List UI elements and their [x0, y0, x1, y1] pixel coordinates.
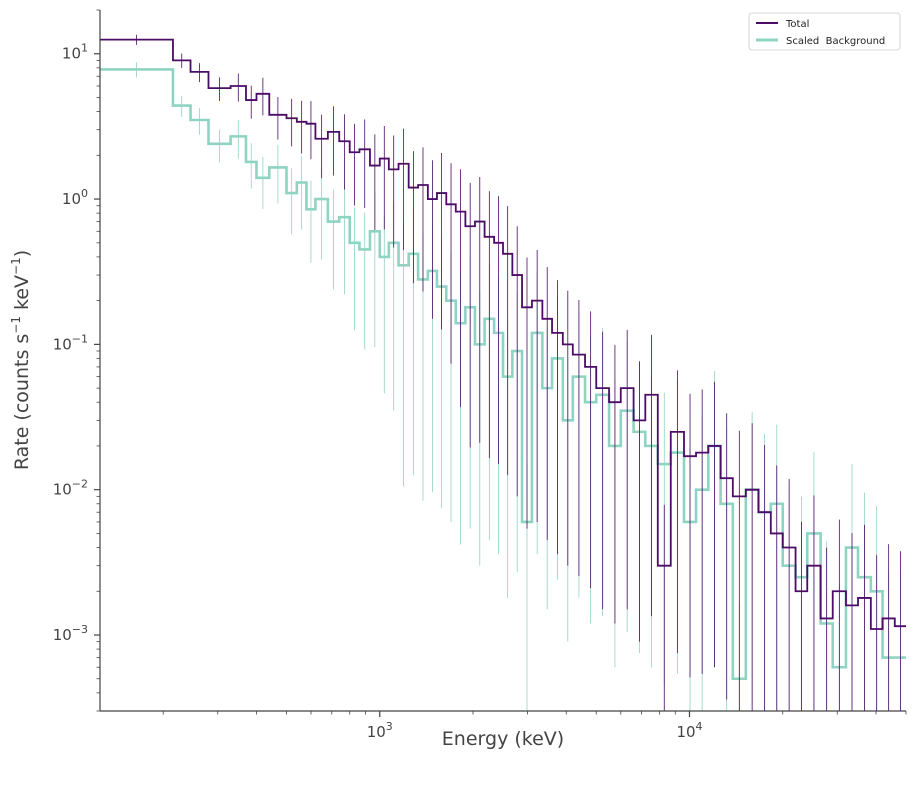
series-step-line [100, 68, 906, 681]
legend: Total Scaled Background [748, 12, 901, 51]
y-tick-label: 10−2 [53, 478, 88, 499]
y-tick-label: 10−1 [53, 332, 88, 353]
series-background [100, 62, 906, 711]
series-total [100, 34, 906, 711]
y-axis-label-part: keV [11, 275, 33, 316]
x-axis-label: Energy (keV) [442, 728, 564, 750]
legend-label-background: Scaled Background [786, 36, 885, 47]
x-tick-label: 103 [367, 720, 393, 741]
y-tick-label: 10−3 [53, 623, 88, 644]
x-tick-label: 104 [676, 720, 702, 741]
y-axis-label-sup: −1 [9, 316, 23, 334]
legend-label-total: Total [785, 19, 809, 30]
y-tick-label: 100 [62, 187, 88, 208]
y-axis-label-part: ) [11, 250, 33, 257]
series-step-line [100, 38, 906, 630]
y-axis-label-sup: −1 [9, 257, 23, 275]
y-axis-label: Rate (counts s−1 keV−1) [9, 250, 33, 470]
error-bars [136, 62, 901, 711]
y-axis-label-part: Rate (counts s [11, 334, 33, 470]
legend-box [748, 12, 901, 51]
y-tick-label: 101 [62, 42, 88, 63]
